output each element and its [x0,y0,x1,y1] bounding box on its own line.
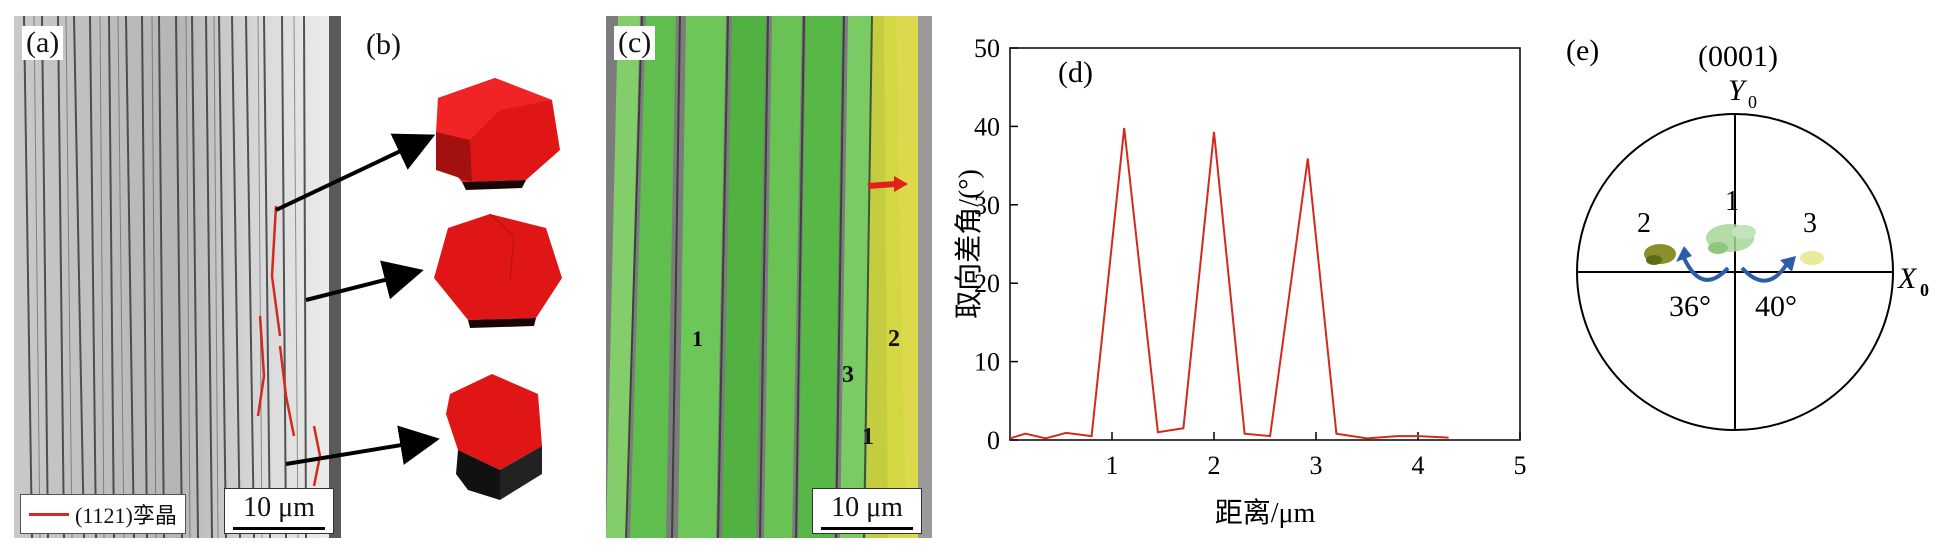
angle-label-40: 40° [1755,290,1797,323]
arrow-to-crystal-3 [285,425,440,466]
chart-panel-label: (d) [1058,56,1093,89]
panel-a: (a) (1121)孪晶 10 μm [14,15,341,539]
pole-label-1: 1 [1725,186,1739,217]
x-tick-label: 3 [1310,451,1323,480]
scale-bar-a-label: 10 μm [243,492,315,523]
pole-cluster-1 [1706,224,1756,254]
y-tick-label: 10 [974,348,1000,377]
y-tick-label: 0 [987,426,1000,455]
grain-label-c-1: 1 [692,326,703,351]
pole-label-2: 2 [1637,208,1651,239]
scale-bar-c: 10 μm [812,488,922,534]
panel-a-label: (a) [22,26,64,60]
x-tick-label: 4 [1412,451,1425,480]
misorientation-series-line [1009,127,1449,440]
hexagonal-crystal-1 [436,78,560,190]
panel-e-label: (e) [1566,34,1599,67]
hexagonal-crystal-3 [446,374,542,500]
pole-label-3: 3 [1803,208,1817,239]
y-tick-label: 50 [974,34,1000,63]
panel-c-label: (c) [614,26,656,60]
x-tick-label: 1 [1106,451,1119,480]
arrow-to-crystal-2 [305,260,424,302]
grain-number-1: 1 [862,424,874,450]
y-tick-label: 20 [974,269,1000,298]
grain-number-3: 3 [842,362,854,388]
chart-plot-area [1009,47,1521,441]
hexagonal-crystal-2 [434,213,562,328]
rotation-arrowhead-right [1780,256,1796,272]
grain-number-2: 2 [888,326,900,352]
rotation-arrowhead-left [1676,246,1692,262]
arrow-to-crystal-1 [275,133,436,212]
x-axis-label: X [1897,262,1918,295]
red-arrow-c [867,176,908,192]
panel-b-label: (b) [366,28,401,61]
ebsd-map-c: 1 [606,15,932,539]
rotation-arrow-left [1682,257,1730,282]
rotation-arrows [1676,246,1796,283]
y-axis-subscript: 0 [1748,92,1757,112]
x-tick-label: 5 [1514,451,1527,480]
micrograph-a [14,15,341,539]
pole-figure-title: (0001) [1698,40,1778,73]
rotation-arrow-right [1740,260,1790,283]
x-tick-label: 2 [1208,451,1221,480]
pole-cluster-2 [1644,244,1676,265]
x-axis-subscript: 0 [1920,280,1929,300]
scale-bar-a: 10 μm [224,488,334,534]
panel-b: (b) [340,16,600,538]
chart-y-axis-label: 取向差角/(°) [953,169,985,319]
chart-x-axis-label: 距离/μm [1215,497,1316,529]
y-tick-label: 40 [974,112,1000,141]
y-axis-label: Y [1728,74,1748,107]
angle-label-36: 36° [1669,290,1711,323]
y-tick-label: 30 [974,191,1000,220]
panel-c: 1 (c) 1 1 2 3 10 μm [606,15,932,539]
pole-cluster-3 [1800,251,1824,265]
twin-legend: (1121)孪晶 [20,494,186,534]
twin-legend-swatch [29,512,69,516]
scale-bar-c-label: 10 μm [831,492,903,523]
twin-legend-text: (1121)孪晶 [75,503,177,528]
